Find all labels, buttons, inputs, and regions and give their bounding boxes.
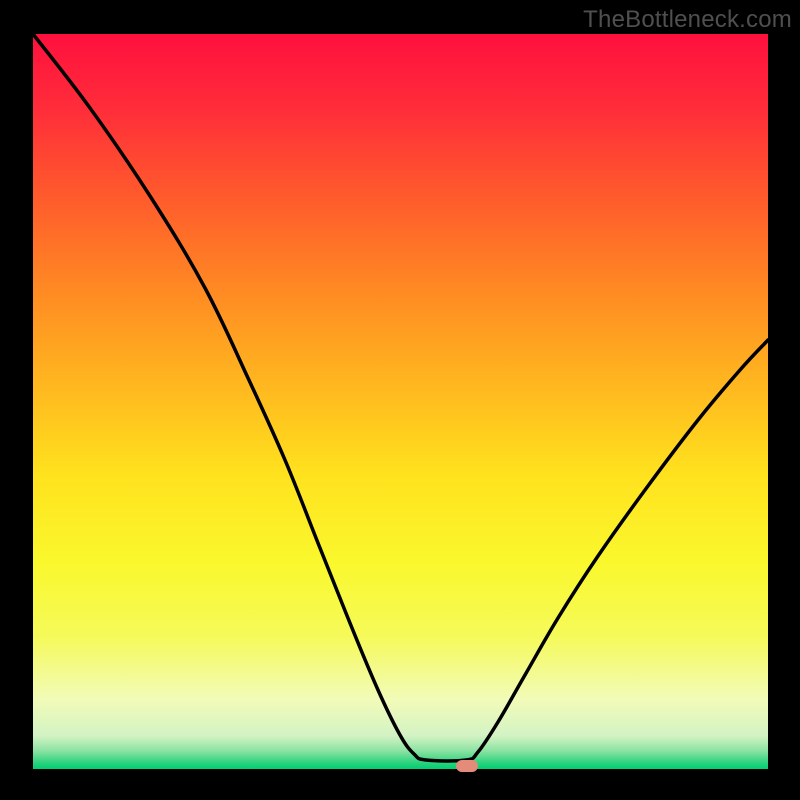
chart-container: TheBottleneck.com	[0, 0, 800, 800]
optimum-marker	[456, 760, 478, 772]
chart-svg	[0, 0, 800, 800]
plot-gradient-background	[33, 34, 768, 769]
watermark-text: TheBottleneck.com	[583, 6, 792, 34]
